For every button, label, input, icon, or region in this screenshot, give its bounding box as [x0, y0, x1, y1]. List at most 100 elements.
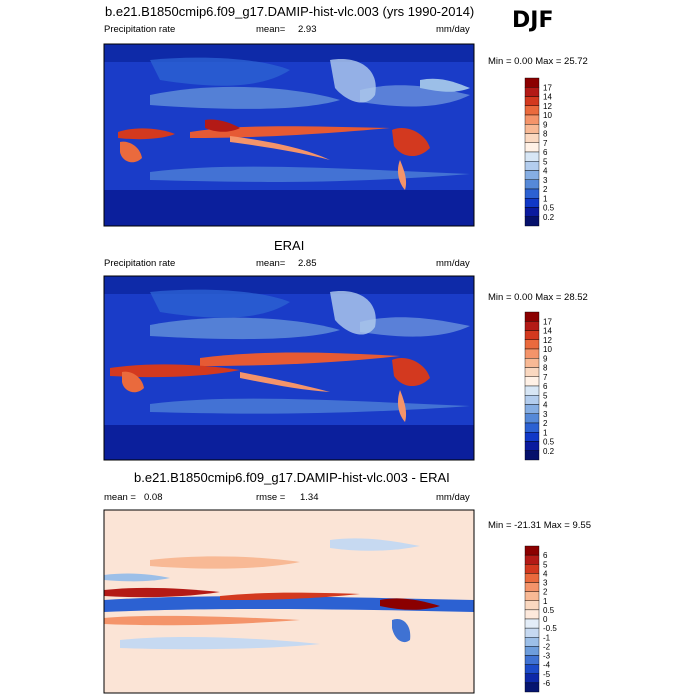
- colorbar-swatch: [524, 582, 540, 592]
- colorbar-swatch: [524, 646, 540, 656]
- panel1-mean-label: mean=: [256, 24, 286, 35]
- colorbar-swatch: [524, 142, 540, 153]
- colorbar-tick-label: 14: [543, 327, 552, 336]
- panel2-map: [104, 276, 474, 460]
- season-label: DJF: [512, 8, 554, 33]
- panel1-minmax: Min = 0.00 Max = 25.72: [488, 56, 588, 67]
- colorbar-swatch: [524, 151, 540, 162]
- colorbar-swatch: [524, 637, 540, 647]
- colorbar-swatch: [524, 441, 540, 451]
- colorbar-swatch: [524, 198, 540, 208]
- panel2-title: ERAI: [274, 238, 305, 253]
- colorbar-swatch: [524, 321, 540, 331]
- colorbar-swatch: [524, 627, 540, 638]
- panel2-minmax: Min = 0.00 Max = 28.52: [488, 292, 588, 303]
- colorbar-swatch: [524, 600, 540, 611]
- colorbar-swatch: [524, 179, 540, 190]
- panel2-mean-label: mean=: [256, 258, 286, 269]
- colorbar-swatch: [524, 376, 540, 387]
- colorbar-swatch: [524, 133, 540, 143]
- colorbar-tick-label: 12: [543, 102, 552, 111]
- colorbar-tick-label: -0.5: [543, 624, 557, 633]
- colorbar-tick-label: 0.5: [543, 204, 555, 213]
- panel3-units: mm/day: [436, 492, 470, 503]
- colorbar-swatch: [524, 554, 540, 565]
- colorbar-tick-label: 0.2: [543, 213, 555, 222]
- colorbar-swatch: [524, 207, 540, 217]
- colorbar-tick-label: 17: [543, 317, 552, 326]
- colorbar-swatch: [524, 545, 540, 556]
- colorbar-tick-label: 0: [543, 615, 548, 624]
- colorbar-swatch: [524, 96, 540, 106]
- panel1-variable-label: Precipitation rate: [104, 24, 176, 35]
- colorbar-tick-label: 12: [543, 336, 552, 345]
- colorbar-tick-label: 1: [543, 194, 548, 203]
- colorbar-tick-label: 4: [543, 569, 548, 578]
- panel1-map: [104, 44, 474, 226]
- colorbar-swatch: [524, 450, 540, 461]
- colorbar-swatch: [524, 395, 540, 405]
- colorbar-tick-label: 0.5: [543, 438, 555, 447]
- colorbar-tick-label: 1: [543, 428, 548, 437]
- colorbar-tick-label: 9: [543, 120, 548, 129]
- colorbar-tick-label: 2: [543, 419, 548, 428]
- panel1-title: b.e21.B1850cmip6.f09_g17.DAMIP-hist-vlc.…: [105, 4, 475, 19]
- panel2-mean-value: 2.85: [298, 258, 317, 269]
- colorbar-tick-label: -5: [543, 670, 551, 679]
- colorbar-swatch: [524, 609, 540, 620]
- panel2-units: mm/day: [436, 258, 470, 269]
- colorbar-swatch: [524, 673, 540, 684]
- colorbar-tick-label: 0.2: [543, 447, 555, 456]
- colorbar-tick-label: 3: [543, 579, 548, 588]
- colorbar-tick-label: 5: [543, 157, 548, 166]
- colorbar-swatch: [524, 188, 540, 199]
- colorbar-tick-label: -1: [543, 633, 551, 642]
- colorbar-tick-label: 17: [543, 83, 552, 92]
- colorbar-tick-label: 4: [543, 401, 548, 410]
- colorbar-swatch: [524, 124, 540, 134]
- colorbar-tick-label: 7: [543, 139, 548, 148]
- panel2-variable-label: Precipitation rate: [104, 258, 176, 269]
- colorbar-swatch: [524, 664, 540, 674]
- colorbar-swatch: [524, 432, 540, 442]
- colorbar-swatch: [524, 413, 540, 424]
- colorbar-tick-label: 5: [543, 391, 548, 400]
- colorbar-tick-label: 2: [543, 185, 548, 194]
- colorbar-swatch: [524, 385, 540, 396]
- colorbar-tick-label: 7: [543, 373, 548, 382]
- panel3-rmse-label: rmse =: [256, 492, 286, 503]
- colorbar-tick-label: 3: [543, 176, 548, 185]
- panel1-units: mm/day: [436, 24, 470, 35]
- colorbar-tick-label: 1: [543, 597, 548, 606]
- colorbar-swatch: [524, 404, 540, 414]
- colorbar-tick-label: -3: [543, 652, 551, 661]
- colorbar-tick-label: 9: [543, 354, 548, 363]
- colorbar-swatch: [524, 170, 540, 180]
- colorbar-swatch: [524, 77, 540, 88]
- colorbar-tick-label: 10: [543, 111, 552, 120]
- colorbar-tick-label: 6: [543, 551, 548, 560]
- colorbar-swatch: [524, 348, 540, 359]
- colorbar-swatch: [524, 358, 540, 368]
- colorbar-tick-label: 3: [543, 410, 548, 419]
- panel1-mean-value: 2.93: [298, 24, 317, 35]
- colorbar-swatch: [524, 161, 540, 171]
- colorbar-swatch: [524, 339, 540, 350]
- colorbar-swatch: [524, 422, 540, 433]
- colorbar-tick-label: 6: [543, 148, 548, 157]
- colorbar-swatch: [524, 655, 540, 665]
- colorbar-tick-label: -6: [543, 679, 551, 688]
- colorbar-tick-label: -2: [543, 642, 551, 651]
- colorbar-swatch: [524, 564, 540, 574]
- colorbar-swatch: [524, 330, 540, 340]
- panel3-rmse-value: 1.34: [300, 492, 319, 503]
- colorbar-swatch: [524, 105, 540, 116]
- colorbar-tick-label: 10: [543, 345, 552, 354]
- colorbar-tick-label: -4: [543, 661, 551, 670]
- panel3-mean-label: mean =: [104, 492, 136, 503]
- colorbar-swatch: [524, 311, 540, 322]
- colorbar-swatch: [524, 682, 540, 693]
- colorbar-tick-label: 0.5: [543, 606, 555, 615]
